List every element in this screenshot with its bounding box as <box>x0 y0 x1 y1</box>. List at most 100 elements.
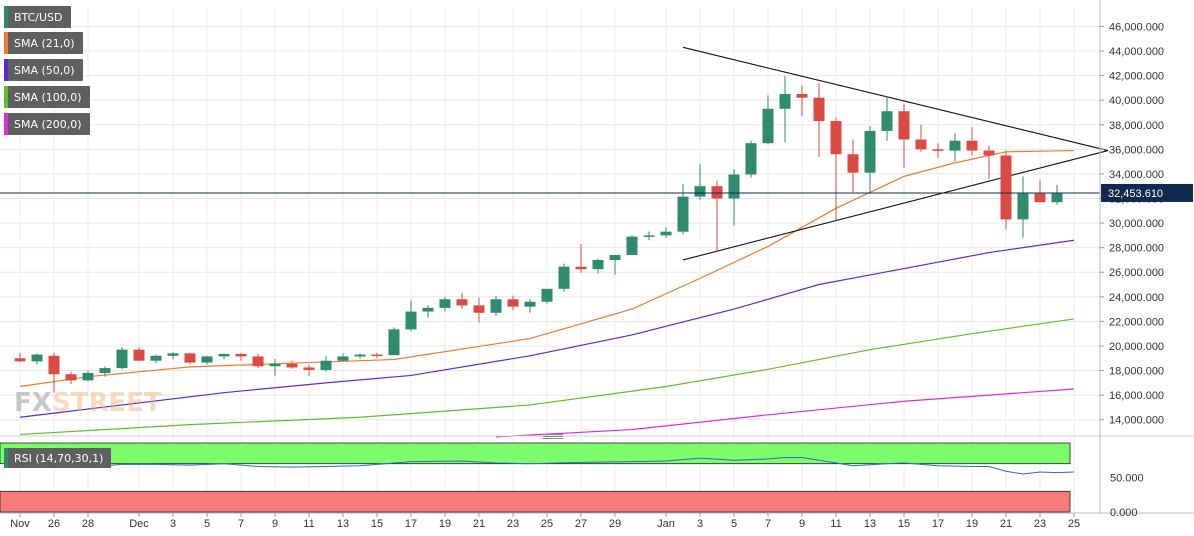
legend-label: RSI (14,70,30,1) <box>14 451 104 465</box>
x-tick-label: 11 <box>830 518 841 530</box>
candle <box>830 117 842 221</box>
candle-body <box>609 255 621 260</box>
y-tick-label: 44,000.000 <box>1109 46 1164 58</box>
candle-body <box>201 356 213 363</box>
sma-lines <box>19 149 1075 438</box>
candle <box>456 293 468 310</box>
x-tick-label: 19 <box>966 518 978 530</box>
x-tick-label: 25 <box>1068 518 1080 530</box>
legend-btcusd[interactable]: BTC/USD <box>4 6 71 28</box>
candle-body <box>966 140 978 151</box>
x-tick-label: 9 <box>272 518 278 530</box>
candle <box>14 352 26 362</box>
candle-body <box>779 94 791 109</box>
x-tick-label: 21 <box>1000 518 1012 530</box>
y-tick-label: 34,000.000 <box>1109 169 1164 181</box>
x-tick-label: 13 <box>864 518 876 530</box>
candle <box>473 297 485 323</box>
candle <box>252 353 264 369</box>
x-tick-label: Dec <box>129 518 149 530</box>
candle <box>524 299 536 313</box>
candle-body <box>31 354 43 362</box>
candle-body <box>422 307 434 312</box>
rsi-oversold-zone <box>0 490 1071 513</box>
candle <box>490 295 502 316</box>
y-tick-label: 26,000.000 <box>1109 267 1164 279</box>
legend-rsi[interactable]: RSI (14,70,30,1) <box>4 448 112 468</box>
candle <box>337 353 349 362</box>
candle <box>116 347 128 370</box>
y-tick-label: 22,000.000 <box>1109 316 1164 328</box>
x-tick-label: 19 <box>439 518 451 530</box>
candle-body <box>575 266 587 270</box>
candle-body <box>14 358 26 362</box>
candle-body <box>626 236 638 256</box>
candle <box>694 164 706 200</box>
candle-body <box>643 235 655 237</box>
candle-body <box>813 97 825 122</box>
candle-body <box>133 349 145 361</box>
y-tick-label: 28,000.000 <box>1109 243 1164 255</box>
candle-body <box>388 329 400 356</box>
rsi-line <box>19 456 1075 475</box>
candle-body <box>762 108 774 144</box>
candle-body <box>864 130 876 173</box>
y-tick-label: 20,000.000 <box>1109 341 1164 353</box>
legend-swatch <box>4 86 8 108</box>
y-tick-label: 36,000.000 <box>1109 144 1164 156</box>
x-tick-label: 3 <box>697 518 703 530</box>
candle-body <box>337 356 349 361</box>
candle-body <box>456 299 468 306</box>
legend-sma200[interactable]: SMA (200,0) <box>4 113 90 135</box>
candle <box>779 76 791 142</box>
trendline <box>682 46 1109 152</box>
candle <box>592 258 604 274</box>
candle-body <box>881 111 893 131</box>
rsi-tick-label: 50.000 <box>1110 473 1144 485</box>
legend-swatch <box>4 6 8 28</box>
candle <box>660 227 672 238</box>
candle <box>303 365 315 377</box>
candle-body <box>983 150 995 156</box>
candle-body <box>745 143 757 175</box>
candle <box>796 85 808 117</box>
candle <box>864 125 876 194</box>
candle-body <box>1000 155 1012 220</box>
legend-sma100[interactable]: SMA (100,0) <box>4 86 90 108</box>
candle <box>541 288 553 304</box>
y-axis-labels: 14,000.000 16,000.000 18,000.000 20,000.000… <box>1100 21 1164 519</box>
candle-body <box>439 299 451 308</box>
rsi-pane <box>0 435 1194 513</box>
candle <box>898 103 910 168</box>
candle-body <box>932 149 944 151</box>
candle <box>150 354 162 364</box>
candle-body <box>65 374 77 381</box>
x-tick-label: 5 <box>204 518 210 530</box>
candle-body <box>711 186 723 199</box>
candle-body <box>473 305 485 313</box>
candles <box>14 76 1063 393</box>
price-tag-value: 32,453.610 <box>1108 188 1163 200</box>
candle-body <box>150 355 162 361</box>
candle <box>677 183 689 235</box>
candle <box>1051 184 1063 205</box>
triangle-trendlines <box>682 46 1109 261</box>
x-tick-label: 25 <box>541 518 553 530</box>
candle-body <box>286 363 298 368</box>
candle <box>949 133 961 162</box>
sma-line <box>19 318 1075 436</box>
candle-body <box>48 355 60 375</box>
candle <box>558 263 570 292</box>
x-tick-label: Jan <box>657 518 675 530</box>
candle <box>235 352 247 361</box>
legend-sma50[interactable]: SMA (50,0) <box>4 59 83 81</box>
sma-line <box>19 239 1075 418</box>
candle-body <box>269 363 281 367</box>
legend-label: SMA (21,0) <box>14 36 75 50</box>
candle <box>286 360 298 369</box>
pane-splitter-handle[interactable] <box>543 434 563 440</box>
legend-sma21[interactable]: SMA (21,0) <box>4 32 83 54</box>
candle <box>932 143 944 158</box>
candle-body <box>1034 193 1046 203</box>
